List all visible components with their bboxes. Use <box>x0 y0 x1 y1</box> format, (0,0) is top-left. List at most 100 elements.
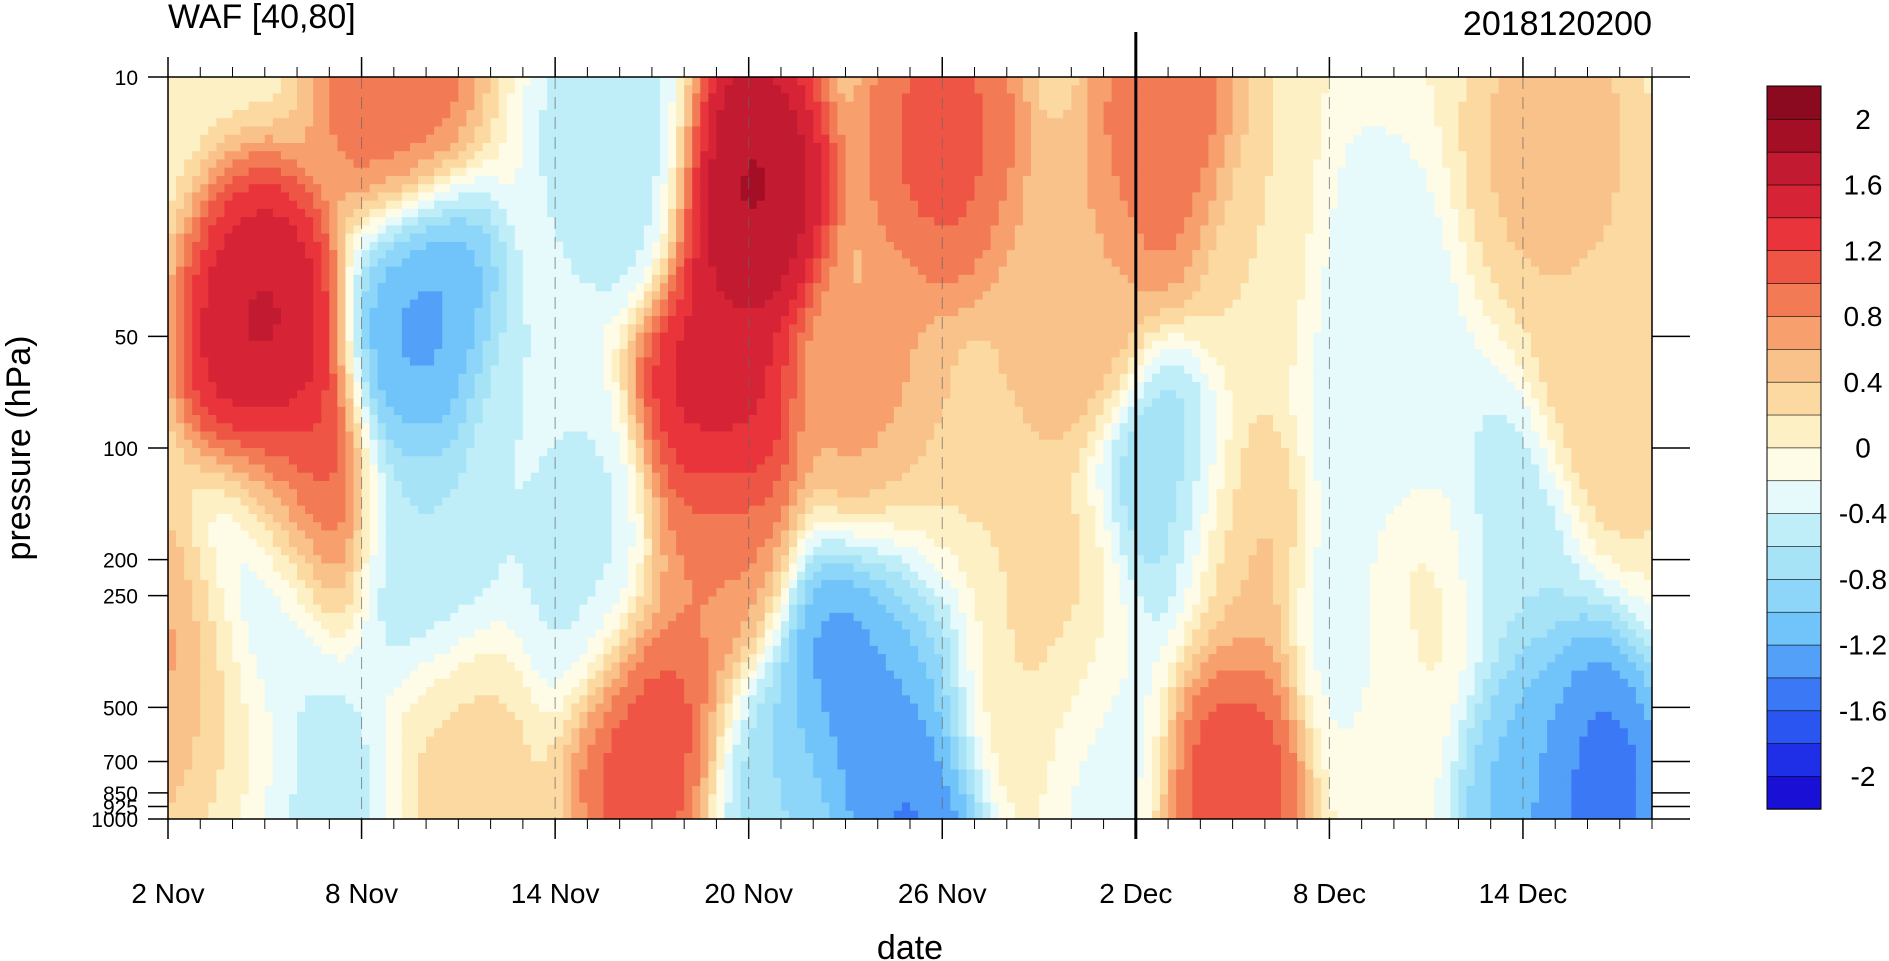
field-cell <box>1030 250 1040 259</box>
field-cell <box>345 151 355 161</box>
field-cell <box>1022 233 1032 243</box>
field-cell <box>450 109 459 119</box>
field-cell <box>651 109 661 119</box>
field-cell <box>232 184 242 194</box>
field-cell <box>1103 200 1113 210</box>
field-cell <box>1281 175 1290 185</box>
field-cell <box>1482 217 1492 226</box>
field-cell <box>1071 159 1080 169</box>
field-cell <box>1498 217 1508 226</box>
field-cell <box>313 142 322 152</box>
field-cell <box>385 175 395 185</box>
field-cell <box>1579 184 1589 194</box>
field-cell <box>756 200 766 210</box>
field-cell <box>458 167 468 177</box>
field-cell <box>1127 217 1137 226</box>
field-cell <box>732 159 742 169</box>
field-cell <box>1240 217 1250 226</box>
field-cell <box>539 258 548 268</box>
field-cell <box>1498 175 1508 185</box>
field-cell <box>829 101 839 111</box>
field-cell <box>1410 200 1419 210</box>
field-cell <box>313 274 322 284</box>
field-cell <box>974 208 984 218</box>
field-cell <box>700 217 709 226</box>
field-cell <box>1369 192 1379 202</box>
field-cell <box>1022 109 1032 119</box>
field-cell <box>1208 233 1218 243</box>
field-cell <box>1030 200 1040 210</box>
field-cell <box>724 200 734 210</box>
field-cell <box>1393 274 1403 284</box>
field-cell <box>1490 250 1500 259</box>
field-cell <box>1426 241 1435 251</box>
field-cell <box>1385 101 1395 111</box>
field-cell <box>1595 208 1605 218</box>
field-cell <box>555 126 564 136</box>
field-cell <box>893 93 903 103</box>
field-cell <box>522 258 532 268</box>
field-cell <box>1385 175 1395 185</box>
field-cell <box>1393 93 1403 103</box>
field-cell <box>764 208 774 218</box>
field-cell <box>982 192 992 202</box>
field-cell <box>458 151 468 161</box>
field-cell <box>555 85 564 95</box>
field-cell <box>1160 225 1169 235</box>
field-cell <box>974 241 984 251</box>
field-cell <box>1289 192 1298 202</box>
field-cell <box>482 192 492 202</box>
field-cell <box>1345 93 1355 103</box>
field-cell <box>1055 200 1064 210</box>
field-cell <box>1176 208 1185 218</box>
field-cell <box>232 159 242 169</box>
field-cell <box>490 266 500 276</box>
field-cell <box>1571 101 1581 111</box>
field-cell <box>692 200 701 210</box>
field-cell <box>498 101 508 111</box>
field-cell <box>813 93 822 103</box>
field-cell <box>708 175 718 185</box>
field-cell <box>1579 134 1589 144</box>
field-cell <box>918 134 927 144</box>
field-cell <box>1603 283 1613 292</box>
field-cell <box>224 225 234 235</box>
field-cell <box>926 134 935 144</box>
field-cell <box>716 291 726 301</box>
field-cell <box>708 217 718 226</box>
field-cell <box>514 192 524 202</box>
field-cell <box>458 85 468 95</box>
field-cell <box>409 274 419 284</box>
field-cell <box>1410 192 1419 202</box>
field-cell <box>1151 126 1161 136</box>
field-cell <box>555 159 564 169</box>
field-cell <box>982 250 992 259</box>
field-cell <box>635 283 645 292</box>
field-cell <box>676 126 685 136</box>
field-cell <box>434 85 443 95</box>
field-cell <box>748 151 758 161</box>
field-cell <box>442 175 451 185</box>
field-cell <box>821 192 830 202</box>
field-cell <box>337 184 347 194</box>
field-cell <box>184 93 193 103</box>
field-cell <box>1111 258 1121 268</box>
field-cell <box>1143 151 1153 161</box>
field-cell <box>216 85 226 95</box>
field-cell <box>1119 134 1129 144</box>
field-cell <box>1256 217 1266 226</box>
field-cell <box>990 101 1000 111</box>
field-cell <box>1305 151 1314 161</box>
field-cell <box>1571 159 1581 169</box>
field-cell <box>539 291 548 301</box>
field-cell <box>716 192 726 202</box>
field-cell <box>942 233 951 243</box>
field-cell <box>1643 126 1652 136</box>
field-cell <box>1022 258 1032 268</box>
field-cell <box>1216 151 1226 161</box>
field-cell <box>1014 283 1024 292</box>
field-cell <box>530 142 540 152</box>
field-cell <box>1506 134 1516 144</box>
field-cell <box>297 266 306 276</box>
field-cell <box>490 233 500 243</box>
